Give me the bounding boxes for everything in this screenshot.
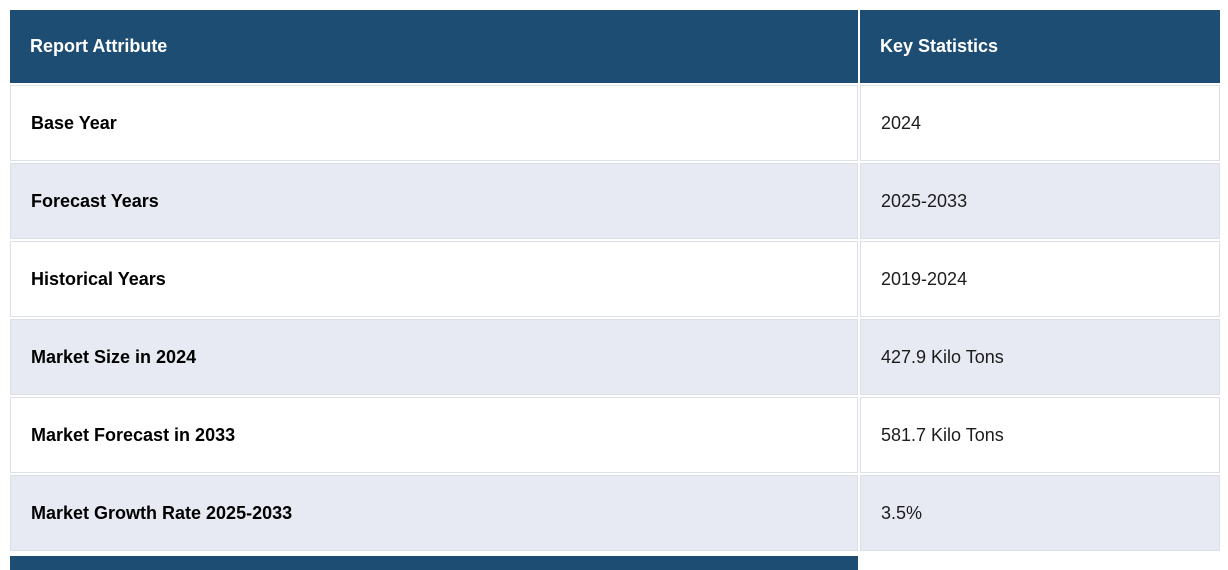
attribute-cell: Market Growth Rate 2025-2033 — [10, 475, 858, 551]
value-cell: 2024 — [860, 85, 1220, 161]
attribute-cell: Base Year — [10, 85, 858, 161]
table-row: Historical Years 2019-2024 — [10, 241, 1220, 317]
column-header-key-statistics: Key Statistics — [860, 10, 1220, 83]
attribute-cell: Historical Years — [10, 241, 858, 317]
table-row: Market Growth Rate 2025-2033 3.5% — [10, 475, 1220, 551]
value-cell: 2019-2024 — [860, 241, 1220, 317]
attribute-cell: Market Size in 2024 — [10, 319, 858, 395]
attribute-cell: Market Forecast in 2033 — [10, 397, 858, 473]
key-statistics-table-container: Report Attribute Key Statistics Base Yea… — [8, 8, 1222, 553]
column-header-report-attribute: Report Attribute — [10, 10, 858, 83]
table-row: Base Year 2024 — [10, 85, 1220, 161]
table-row: Market Size in 2024 427.9 Kilo Tons — [10, 319, 1220, 395]
table-row: Market Forecast in 2033 581.7 Kilo Tons — [10, 397, 1220, 473]
attribute-cell: Forecast Years — [10, 163, 858, 239]
table-row: Forecast Years 2025-2033 — [10, 163, 1220, 239]
next-table-header-partial — [10, 556, 858, 570]
value-cell: 427.9 Kilo Tons — [860, 319, 1220, 395]
value-cell: 3.5% — [860, 475, 1220, 551]
table-header-row: Report Attribute Key Statistics — [10, 10, 1220, 83]
value-cell: 581.7 Kilo Tons — [860, 397, 1220, 473]
value-cell: 2025-2033 — [860, 163, 1220, 239]
key-statistics-table: Report Attribute Key Statistics Base Yea… — [8, 8, 1222, 553]
